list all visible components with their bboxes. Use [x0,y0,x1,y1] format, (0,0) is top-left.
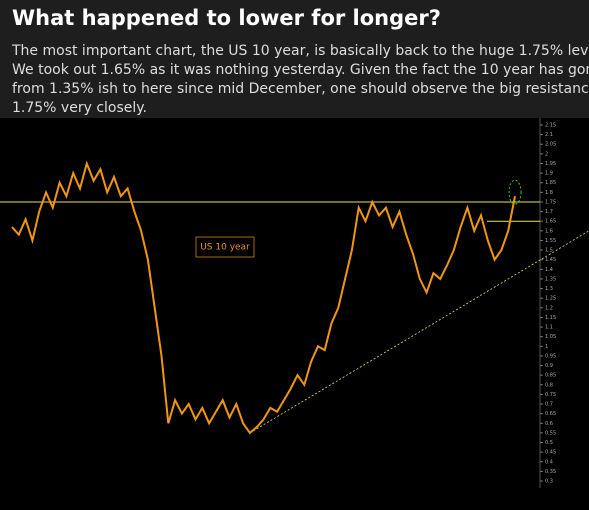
y-tick-label: 1.95 [545,161,556,167]
y-tick-label: 1.2 [545,305,553,311]
y-tick-label: 2.05 [545,142,556,148]
y-tick-label: 1.6 [545,228,553,234]
series-label: US 10 year [200,243,250,253]
y-tick-label: 0.75 [545,392,556,398]
label-box [195,236,255,258]
y-tick-label: 2 [545,151,548,157]
y-tick-label: 1.9 [545,171,553,177]
y-tick-label: 1.25 [545,296,556,302]
y-tick-label: 0.45 [545,450,556,456]
y-tick-label: 1.55 [545,238,556,244]
y-tick-label: 2.15 [545,123,556,129]
y-tick-label: 0.7 [545,402,553,408]
y-tick-label: 0.6 [545,421,553,427]
price-line [11,160,516,435]
y-tick-label: 0.9 [545,363,553,369]
highlight-circle [508,179,522,205]
y-tick-label: 1.05 [545,334,556,340]
y-tick-label: 1.5 [545,248,553,254]
text-line: The most important chart, the US 10 year… [12,43,589,59]
y-tick-label: 1.1 [545,325,553,331]
title: What happened to lower for longer? [12,6,441,30]
y-tick-label: 1.7 [545,209,553,215]
y-tick-label: 0.65 [545,411,556,417]
y-tick-label: 1.65 [545,219,556,225]
y-tick-label: 0.8 [545,382,553,388]
chart-bg [0,118,589,510]
y-tick-label: 0.4 [545,459,553,465]
text-line: 1.75% very closely. [12,100,148,116]
y-tick-label: 0.95 [545,353,556,359]
y-tick-label: 0.55 [545,430,556,436]
y-tick-label: 0.35 [545,469,556,475]
text-line: from 1.35% ish to here since mid Decembe… [12,81,589,97]
paragraph: The most important chart, the US 10 year… [12,42,589,118]
trendline [249,230,589,434]
y-tick-label: 1 [545,344,548,350]
y-tick-label: 1.3 [545,286,553,292]
y-tick-label: 2.1 [545,132,553,138]
y-tick-label: 1.8 [545,190,553,196]
y-tick-label: 1.4 [545,267,553,273]
y-tick-label: 0.5 [545,440,553,446]
y-tick-label: 1.45 [545,257,556,263]
y-tick-label: 1.85 [545,180,556,186]
chart: 2.15 2.1 2.05 2 1.95 1.9 1.85 1.8 1.75 1.7 1.65 1.6… [0,118,589,510]
y-tick-label: 1.15 [545,315,556,321]
y-tick-label: 1.35 [545,276,556,282]
y-tick-label: 1.75 [545,199,556,205]
y-tick-label: 0.85 [545,373,556,379]
text-line: We took out 1.65% as it was nothing yest… [12,62,589,78]
y-tick-label: 0.3 [545,479,553,485]
